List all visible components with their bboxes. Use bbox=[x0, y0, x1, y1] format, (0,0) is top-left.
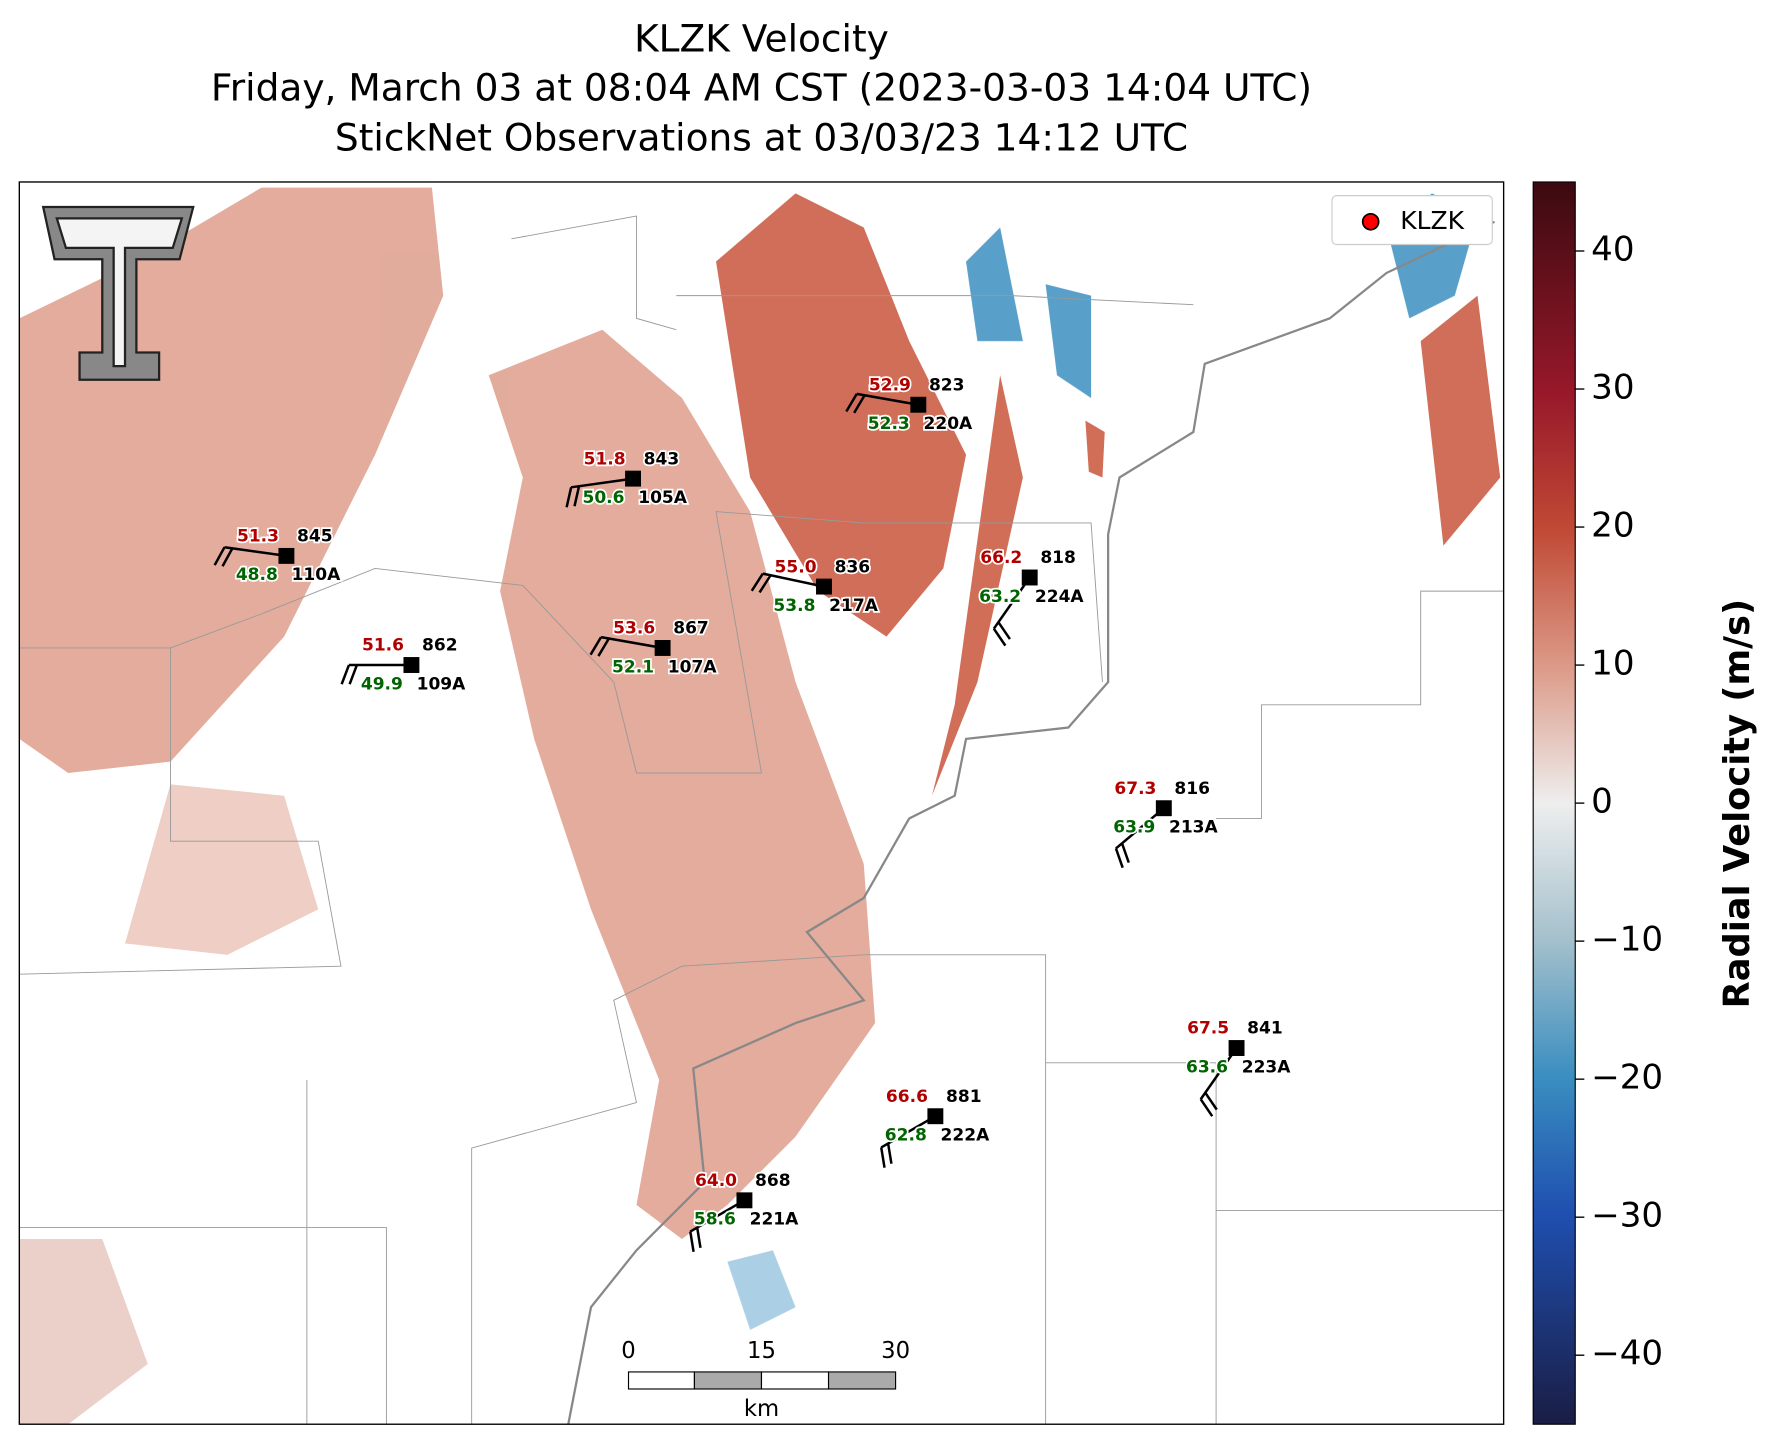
station-marker bbox=[910, 396, 927, 413]
station-id: 823 bbox=[929, 375, 965, 395]
station-id: 841 bbox=[1247, 1019, 1283, 1039]
station-code: 109A bbox=[417, 674, 467, 694]
radar-echoes-strong bbox=[716, 193, 1501, 796]
dewpoint: 50.6 bbox=[582, 488, 624, 508]
station-code: 217A bbox=[829, 596, 879, 616]
stations: 51.3 845 48.8 110A 51.8 843 50.6 105A 52.9 823 52.… bbox=[213, 374, 1293, 1252]
title-line: KLZK Velocity bbox=[634, 17, 889, 61]
title-line: StickNet Observations at 03/03/23 14:12 … bbox=[335, 115, 1188, 159]
wind-barb bbox=[589, 635, 663, 657]
station-code: 105A bbox=[638, 488, 688, 508]
logo bbox=[41, 205, 195, 381]
colorbar-tick-label: 10 bbox=[1591, 644, 1634, 684]
wind-barb bbox=[880, 1115, 936, 1168]
colorbar-tick-label: −30 bbox=[1591, 1196, 1663, 1236]
dewpoint: 58.6 bbox=[694, 1210, 736, 1230]
temperature: 51.8 bbox=[584, 449, 626, 469]
station-id: 843 bbox=[644, 449, 680, 469]
wind-barb bbox=[992, 576, 1031, 647]
wind-barb bbox=[689, 1199, 746, 1252]
temperature: 51.3 bbox=[237, 527, 279, 547]
colorbar-tick-label: 0 bbox=[1591, 782, 1613, 822]
scale-unit: km bbox=[744, 1396, 779, 1422]
temperature: 64.0 bbox=[695, 1171, 737, 1191]
station-marker bbox=[736, 1192, 753, 1209]
station-marker bbox=[1228, 1040, 1245, 1056]
temperature: 66.6 bbox=[886, 1087, 928, 1107]
temperature: 66.2 bbox=[980, 548, 1022, 568]
title-line: Friday, March 03 at 08:04 AM CST (2023-0… bbox=[211, 65, 1312, 109]
map-area bbox=[19, 187, 1504, 1425]
dewpoint: 52.3 bbox=[868, 414, 910, 434]
temperature: 52.9 bbox=[869, 375, 911, 395]
county-lines bbox=[19, 215, 1504, 1425]
temperature: 53.6 bbox=[613, 619, 655, 639]
station-marker bbox=[278, 547, 295, 564]
station-id: 862 bbox=[422, 636, 458, 656]
station-code: 223A bbox=[1242, 1057, 1292, 1077]
scale-label: 15 bbox=[747, 1338, 776, 1364]
colorbar-tick-label: −40 bbox=[1591, 1334, 1663, 1374]
scale-bar: 0 15 30 km bbox=[621, 1338, 910, 1422]
wind-barb bbox=[213, 545, 287, 567]
station-id: 845 bbox=[297, 527, 333, 547]
colorbar bbox=[1532, 181, 1576, 1425]
wind-barb bbox=[1199, 1047, 1238, 1117]
legend-box bbox=[1331, 195, 1493, 246]
station-id: 867 bbox=[673, 619, 709, 639]
scale-label: 0 bbox=[621, 1338, 635, 1364]
temperature: 55.0 bbox=[775, 557, 817, 577]
station-marker bbox=[816, 578, 832, 595]
station-code: 220A bbox=[924, 414, 974, 434]
station-code: 224A bbox=[1035, 587, 1085, 607]
dewpoint: 62.8 bbox=[885, 1126, 927, 1146]
map-frame bbox=[18, 181, 1505, 1425]
station-marker bbox=[625, 470, 642, 487]
station-id: 816 bbox=[1174, 779, 1210, 799]
temperature: 67.5 bbox=[1187, 1019, 1229, 1039]
scale-label: 30 bbox=[881, 1338, 910, 1364]
dewpoint: 63.6 bbox=[1186, 1057, 1228, 1077]
legend-label: KLZK bbox=[1400, 206, 1464, 235]
station-id: 836 bbox=[835, 557, 871, 577]
temperature: 51.6 bbox=[362, 636, 404, 656]
station-code: 107A bbox=[668, 657, 718, 677]
colorbar-tick-label: 30 bbox=[1591, 368, 1634, 408]
station-id: 818 bbox=[1040, 548, 1076, 568]
station-marker bbox=[403, 657, 420, 673]
colorbar-label: Radial Velocity (m/s) bbox=[1717, 599, 1758, 1008]
station-id: 868 bbox=[755, 1171, 791, 1191]
station-marker bbox=[927, 1108, 944, 1125]
station-code: 221A bbox=[750, 1210, 800, 1230]
temperature: 67.3 bbox=[1114, 779, 1156, 799]
legend: KLZK bbox=[1331, 195, 1493, 246]
wind-barb bbox=[1114, 807, 1165, 869]
dewpoint: 63.9 bbox=[1113, 818, 1155, 838]
station-marker bbox=[1021, 569, 1038, 586]
river bbox=[567, 220, 1496, 1425]
colorbar-tick-label: 20 bbox=[1591, 506, 1634, 546]
legend-marker bbox=[1361, 212, 1380, 231]
dewpoint: 52.1 bbox=[612, 657, 654, 677]
wind-barb bbox=[750, 572, 825, 594]
station-code: 222A bbox=[941, 1126, 991, 1146]
dewpoint: 53.8 bbox=[773, 596, 815, 616]
station-id: 881 bbox=[946, 1087, 982, 1107]
station-marker bbox=[1155, 800, 1172, 817]
dewpoint: 49.9 bbox=[361, 674, 403, 694]
wind-barb bbox=[565, 477, 634, 508]
colorbar-tick-label: −10 bbox=[1591, 920, 1663, 960]
station-code: 213A bbox=[1169, 818, 1219, 838]
wind-barb bbox=[340, 663, 412, 685]
wind-barb bbox=[845, 392, 919, 414]
colorbar-tick-label: −20 bbox=[1591, 1058, 1663, 1098]
dewpoint: 48.8 bbox=[236, 565, 278, 585]
station-marker bbox=[654, 640, 671, 656]
station-code: 110A bbox=[292, 565, 342, 585]
colorbar-tick-label: 40 bbox=[1591, 229, 1634, 269]
dewpoint: 63.2 bbox=[979, 587, 1021, 607]
